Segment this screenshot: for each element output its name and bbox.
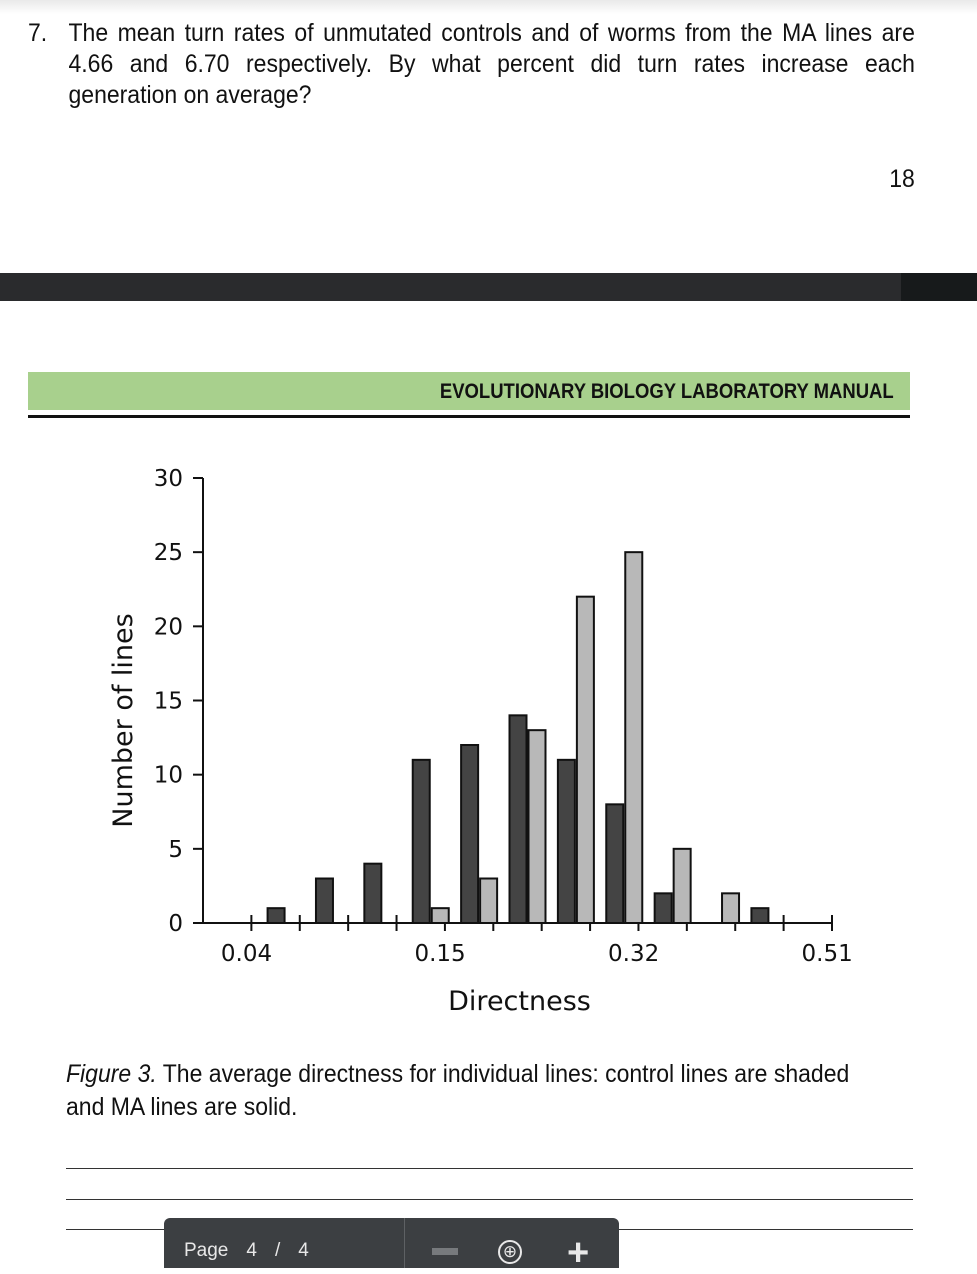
viewer-top-shadow <box>0 0 977 14</box>
ma-line-bar <box>750 907 770 924</box>
ma-line-bar <box>653 892 673 925</box>
control-line-bar <box>479 877 499 924</box>
x-tick-label: 0.15 <box>414 941 465 967</box>
page-number: 18 <box>889 165 915 193</box>
control-line-bar <box>624 551 644 925</box>
answer-line <box>66 1199 913 1200</box>
ma-line-bar <box>363 862 383 924</box>
question-number: 7. <box>28 19 48 47</box>
page-divider <box>0 273 977 301</box>
y-tick-label: 30 <box>154 466 183 492</box>
ma-line-bar <box>460 744 480 924</box>
total-pages: 4 <box>298 1240 309 1261</box>
zoom-reset-button[interactable]: ⊕ <box>498 1240 522 1264</box>
y-tick-label: 15 <box>154 689 183 715</box>
ma-line-bar <box>411 758 431 925</box>
header-rule <box>28 415 910 418</box>
current-page-input[interactable]: 4 <box>246 1240 257 1261</box>
toolbar-separator <box>404 1218 405 1268</box>
directness-histogram: 0 5 10 15 20 25 30 0.04 0.15 0.32 0.51 Number of li… <box>108 466 853 1017</box>
x-axis-title: Directness <box>448 986 591 1017</box>
manual-header-title: EVOLUTIONARY BIOLOGY LABORATORY MANUAL <box>440 380 894 403</box>
page-control: Page 4 / 4 <box>184 1240 327 1262</box>
page-label: Page <box>184 1240 229 1261</box>
x-tick-label: 0.04 <box>221 941 272 967</box>
y-tick-label: 10 <box>154 763 183 789</box>
zoom-in-button[interactable]: + <box>567 1232 590 1274</box>
y-tick-label: 0 <box>168 911 183 937</box>
zoom-reset-icon: ⊕ <box>502 1242 518 1261</box>
y-axis-title: Number of lines <box>108 613 139 827</box>
control-line-bar <box>672 847 692 925</box>
control-line-bar <box>721 892 741 925</box>
ma-line-bar <box>556 758 576 925</box>
manual-header-band: EVOLUTIONARY BIOLOGY LABORATORY MANUAL <box>28 372 910 410</box>
ma-line-bar <box>605 803 625 925</box>
ma-line-bar <box>508 714 528 925</box>
x-tick-label: 0.51 <box>802 941 853 967</box>
page-separator: / <box>274 1240 281 1261</box>
y-tick-label: 5 <box>168 837 183 863</box>
zoom-out-button[interactable] <box>432 1248 458 1255</box>
pdf-viewer-toolbar: Page 4 / 4 ⊕ + <box>164 1218 619 1272</box>
x-tick-label: 0.32 <box>608 941 659 967</box>
y-tick-label: 25 <box>154 540 183 566</box>
y-tick-label: 20 <box>154 614 183 640</box>
figure-caption-text: The average directness for individual li… <box>66 1060 850 1121</box>
figure-caption: Figure 3. The average directness for ind… <box>66 1058 894 1124</box>
figure-label: Figure 3. <box>66 1060 157 1088</box>
question-text: The mean turn rates of unmutated control… <box>68 19 915 109</box>
control-line-bar <box>575 595 595 925</box>
ma-line-bar <box>266 907 286 924</box>
answer-line <box>66 1168 913 1169</box>
control-line-bar <box>430 907 450 924</box>
control-line-bar <box>527 729 547 924</box>
ma-line-bar <box>314 877 334 924</box>
